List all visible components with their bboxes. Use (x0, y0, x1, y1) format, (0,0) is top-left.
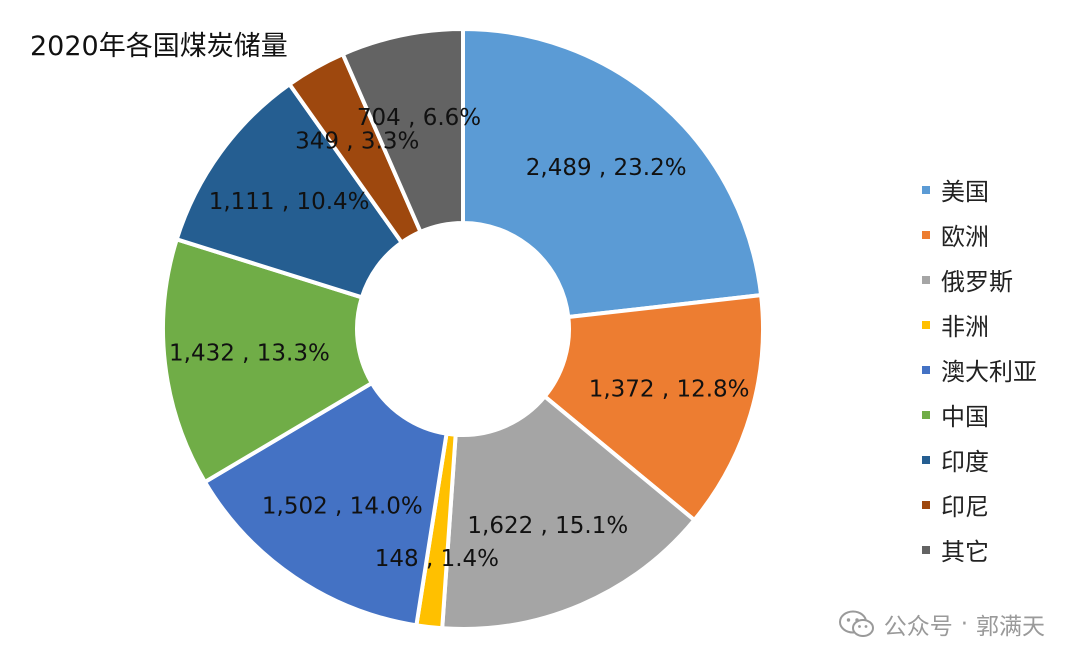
donut-slice-1 (541, 292, 765, 523)
legend-label: 印度 (941, 448, 989, 476)
wechat-icon (838, 610, 874, 637)
legend-label: 印尼 (941, 493, 989, 521)
legend-label: 俄罗斯 (941, 268, 1013, 296)
legend-swatch (922, 275, 930, 284)
donut-slice-6 (174, 81, 405, 300)
donut-slice-4 (202, 380, 449, 628)
data-label-0: 2,489 , 23.2% (526, 155, 687, 181)
data-label-4: 1,502 , 14.0% (262, 493, 423, 519)
legend-label: 中国 (941, 403, 989, 431)
data-label-3: 148 , 1.4% (375, 546, 499, 572)
donut-slice-8 (340, 26, 465, 235)
data-label-2: 1,622 , 15.1% (467, 513, 628, 539)
legend-label: 欧洲 (941, 223, 989, 251)
legend-swatch (922, 185, 930, 194)
chart-title: 2020年各国煤炭储量 (30, 31, 288, 62)
legend-swatch (922, 455, 930, 464)
legend-item: 印度 (922, 437, 1037, 482)
legend-swatch (922, 410, 930, 419)
donut-slice-2 (440, 393, 698, 631)
legend-swatch (922, 230, 930, 239)
watermark-author: 郭满天 (976, 614, 1045, 640)
legend-item: 美国 (922, 167, 1037, 212)
data-label-7: 349 , 3.3% (295, 128, 419, 154)
legend-label: 非洲 (941, 313, 989, 341)
legend-item: 俄罗斯 (922, 257, 1037, 302)
legend-label: 澳大利亚 (941, 358, 1037, 386)
legend-label: 美国 (941, 178, 989, 206)
legend-item: 澳大利亚 (922, 347, 1037, 392)
donut-slice-5 (161, 236, 375, 485)
data-label-5: 1,432 , 13.3% (169, 340, 330, 366)
legend-swatch (922, 500, 930, 509)
watermark-separator: · (960, 611, 968, 637)
legend-swatch (922, 545, 930, 554)
legend-item: 中国 (922, 392, 1037, 437)
legend-item: 非洲 (922, 302, 1037, 347)
legend-item: 其它 (922, 527, 1037, 572)
legend-label: 其它 (941, 538, 989, 566)
chart-legend: 美国欧洲俄罗斯非洲澳大利亚中国印度印尼其它 (922, 167, 1037, 572)
legend-item: 印尼 (922, 482, 1037, 527)
legend-item: 欧洲 (922, 212, 1037, 257)
data-label-6: 1,111 , 10.4% (209, 189, 370, 215)
legend-swatch (922, 320, 930, 329)
legend-swatch (922, 365, 930, 374)
watermark: 公众号 · 郭满天 (838, 607, 1045, 641)
donut-slice-0 (461, 26, 764, 320)
data-label-1: 1,372 , 12.8% (589, 377, 750, 403)
data-label-8: 704 , 6.6% (357, 105, 481, 131)
watermark-account-label: 公众号 (883, 614, 953, 640)
